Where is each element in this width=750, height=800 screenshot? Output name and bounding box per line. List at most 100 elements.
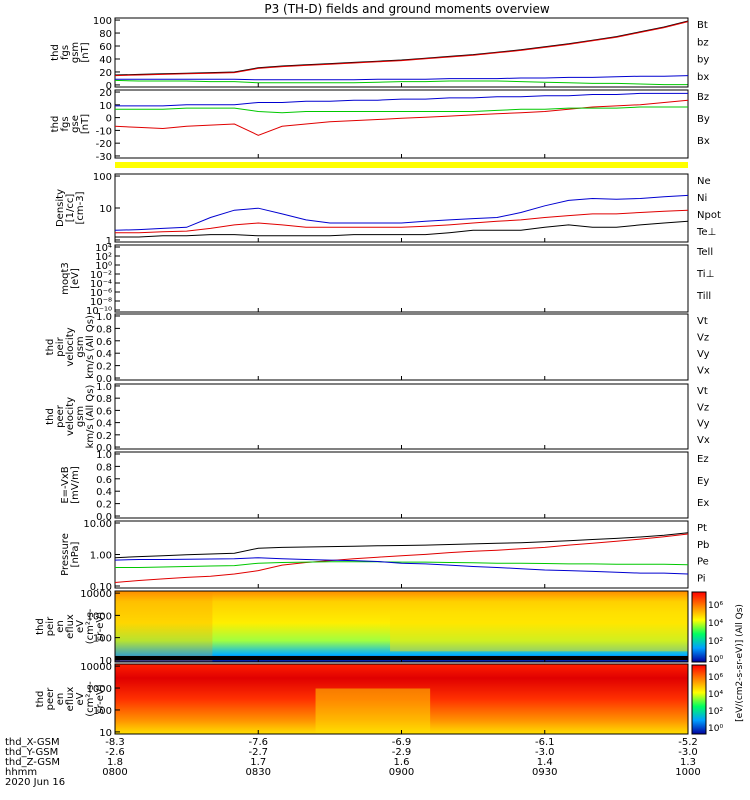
y-tick-label: 10⁻⁶ [90,288,112,299]
legend-bz: bz [697,37,709,48]
y-tick-label: 1000 [87,611,112,622]
y-label-line: moqt3 [60,262,71,295]
panel-fgs_gsm: 100 80 60 40 20 0 thd fgs gsm [nT] Bt bz by bx [50,16,709,92]
y-label-line: [nT] [80,42,91,62]
colorbar-tick: 10² [708,707,723,717]
legend-Vz: Vz [697,333,709,344]
y-tick-label: 0.8 [96,324,112,335]
spectrogram-region [315,688,431,734]
colorbar-tick: 10⁴ [708,619,723,629]
panel-frame [114,244,689,313]
legend-Ne: Ne [697,176,711,187]
y-label-line: [cm-3] [75,191,86,224]
y-label-line: eflux [65,614,76,639]
y-tick-label: 10⁻² [90,270,112,281]
ephemeris-label: thd_X-GSM [5,737,60,748]
panel-density: 100 10 1 Density [1/cc] [cm-3] Ne Ni Npot Te⊥ [55,172,721,247]
series-by [114,79,688,86]
y-tick-label: 100 [93,16,112,27]
y-label-line: km/s (All Qs) [85,385,96,449]
y-label-line: eV [75,692,86,705]
panel-pressure: 10.00 1.00 0.10 Pressure [nPa] Pt Pb Pe Pi [60,519,709,593]
y-label-line: fgs [60,116,71,131]
series-bx [115,75,689,81]
y-axis-label: moqt3 [eV] [60,262,81,295]
y-tick-label: -30 [96,152,112,163]
legend-Pt: Pt [697,523,707,534]
y-tick-label: 10000 [80,662,112,673]
legend-By: By [697,114,710,125]
panel-peer_en: 10000 1000 100 10 thd peer en eflux eV (cm²-s-sr-… [35,662,689,739]
figure-title: P3 (TH-D) fields and ground moments over… [264,2,549,16]
y-axis-label: thd fgs gse [nT] [50,114,91,134]
colorbar-tick: 10⁶ [708,601,723,611]
y-tick-label: 0.6 [96,406,112,417]
x-tick-label: 0900 [389,767,414,778]
y-label-line: peer [45,687,56,711]
panel-frame [114,89,689,159]
series-Pe [115,561,689,568]
y-tick-label: 0.0 [96,512,112,523]
ephemeris-label: thd_Y-GSM [5,747,58,758]
y-label-line: en [55,620,66,633]
legend-Vy: Vy [697,419,710,430]
colorbar-tick: 10⁶ [708,673,723,683]
series-Pi [114,557,689,575]
panel-fgs_gse: 20 10 0-10 -20 -30 thd fgs gse [nT] Bz By Bx [50,88,710,163]
series-Pb [114,533,689,583]
ephemeris-value: 1.7 [250,757,266,768]
ephemeris-value: -6.1 [535,737,555,748]
y-tick-label: -20 [96,139,112,150]
y-label-line: (cm²-s- [85,608,96,644]
y-axis-label: thd fgs gsm [nT] [50,42,91,63]
y-tick-label: 20 [99,68,112,79]
y-tick-label: 0 [106,81,112,92]
y-axis-label: E=-VxB [mV/m] [60,466,81,504]
ephemeris-value: -3.0 [535,747,555,758]
series-Ni [115,220,689,238]
y-tick-label: -10 [96,126,112,137]
y-tick-label: 0.2 [96,500,112,511]
y-label-line: thd [50,44,61,61]
y-label-line: Pressure [60,533,71,576]
legend-Vy: Vy [697,349,710,360]
colorbar-tick: 10² [708,637,723,647]
y-tick-label: 10 [99,728,112,739]
ephemeris-value: 1.3 [680,757,696,768]
x-tick-label: 0800 [102,767,127,778]
y-tick-label: 0.6 [96,475,112,486]
y-label-line: thd [35,618,46,635]
y-label-line: en [55,693,66,706]
legend-Vx: Vx [697,366,710,377]
panel-frame [114,451,689,519]
panel-peir_en: 10000 1000 100 10 thd peir en eflux eV (cm²-s-sr-… [35,589,689,667]
colorbar-top [691,591,707,663]
y-label-line: fgs [60,45,71,60]
legend-Ti⊥: Ti⊥ [696,269,714,280]
colorbar-tick: 10⁰ [708,724,723,734]
y-label-line: [nPa] [70,541,81,567]
y-tick-label: 80 [99,29,112,40]
legend-Te⊥: Te⊥ [696,227,716,238]
legend-Pb: Pb [697,540,709,551]
y-label-line: km/s (All Qs) [85,315,96,379]
y-tick-label: 0.4 [96,487,112,498]
y-tick-label: 0.8 [96,462,112,473]
y-tick-label: 10⁴ [95,243,112,254]
legend-Ni: Ni [697,193,707,204]
colorbar-bottom [691,664,707,735]
y-label-line: peir [55,336,66,356]
legend-Till: Till [696,291,711,302]
y-label-line: [nT] [80,114,91,134]
legend-Ey: Ey [697,476,709,487]
y-axis-label: thd peer velocity gsm km/s (All Qs) [45,385,96,449]
y-label-line: peer [55,404,66,428]
y-tick-label: 1 [106,236,112,247]
colorbar-tick: 10⁰ [708,655,723,665]
panel-frame [114,313,689,381]
y-tick-label: 1.0 [96,450,112,461]
